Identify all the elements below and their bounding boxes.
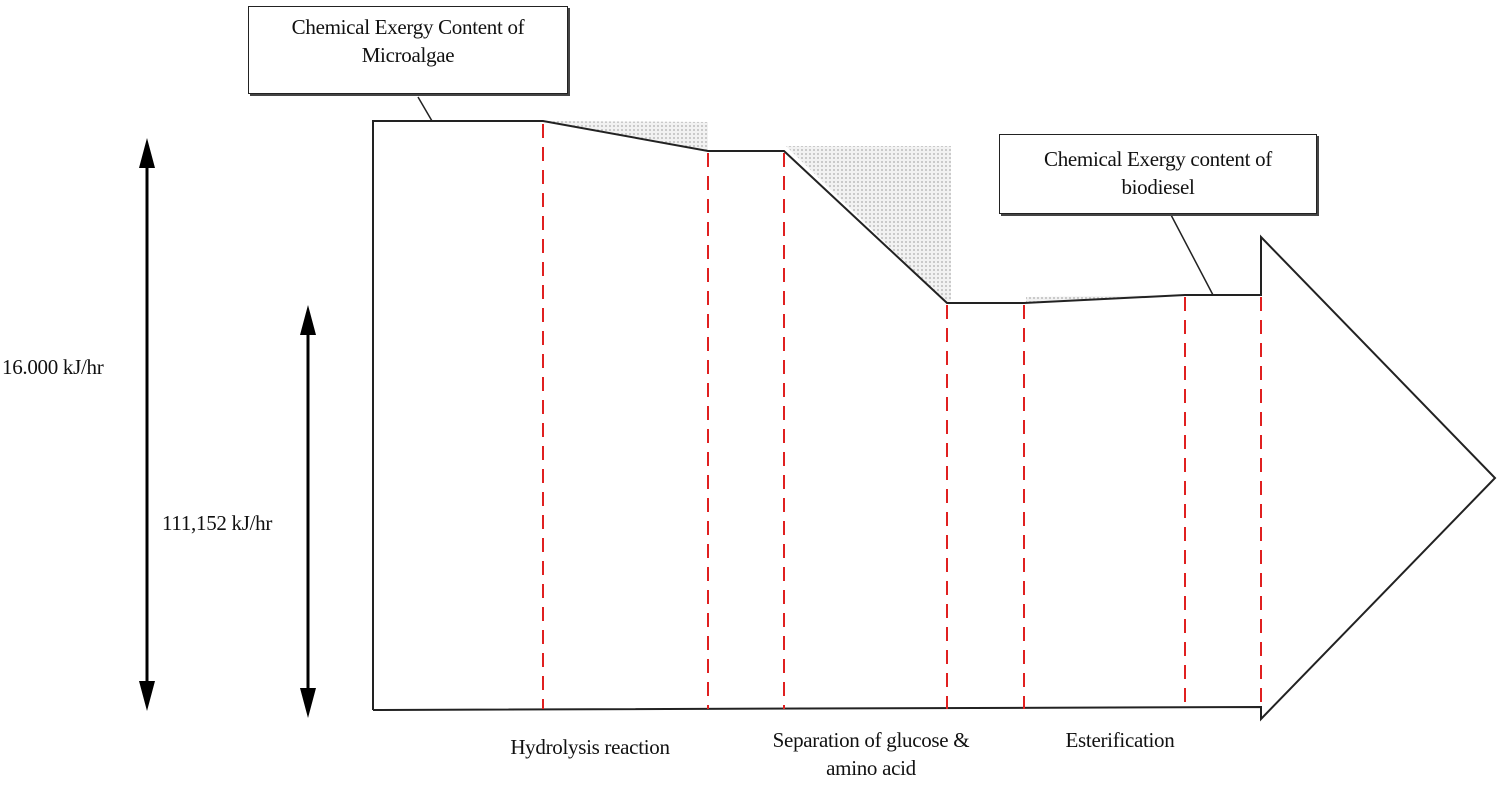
input-dimension-arrow bbox=[139, 138, 155, 711]
stage-label-hydrolysis: Hydrolysis reaction bbox=[510, 735, 670, 759]
stage-dividers bbox=[542, 124, 1262, 709]
arrowhead-up-icon bbox=[300, 305, 316, 335]
arrowhead-down-icon bbox=[139, 681, 155, 711]
output-callout-leader bbox=[1169, 212, 1214, 296]
callout-line-2: biodiesel bbox=[1121, 175, 1195, 199]
arrowhead-up-icon bbox=[139, 138, 155, 168]
output-exergy-value: 111,152 kJ/hr bbox=[162, 511, 273, 535]
loss-region-separation bbox=[786, 146, 951, 303]
arrowhead-down-icon bbox=[300, 688, 316, 718]
stage-label-separation: Separation of glucose & amino acid bbox=[772, 728, 970, 780]
stage-label-esterification: Esterification bbox=[1065, 728, 1175, 752]
input-callout-leader bbox=[417, 96, 433, 122]
callout-line-2: Microalgae bbox=[361, 43, 455, 67]
output-dimension-arrow bbox=[300, 305, 316, 718]
flow-body-outline bbox=[372, 120, 1497, 722]
input-exergy-callout: Chemical Exergy Content of Microalgae bbox=[248, 6, 568, 94]
callout-line-1: Chemical Exergy content of bbox=[1044, 147, 1272, 171]
output-exergy-callout: Chemical Exergy content of biodiesel bbox=[999, 134, 1317, 214]
callout-line-1: Chemical Exergy Content of bbox=[291, 15, 525, 39]
input-exergy-value: 16.000 kJ/hr bbox=[2, 355, 104, 379]
